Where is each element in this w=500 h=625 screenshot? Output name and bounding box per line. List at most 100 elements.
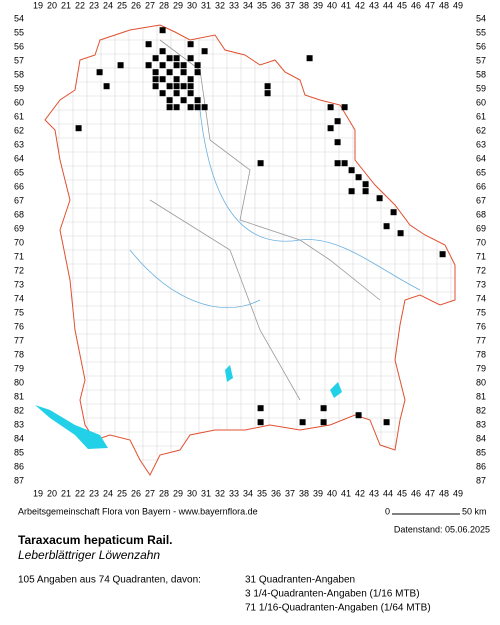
column-label: 32 bbox=[215, 0, 225, 10]
record-square bbox=[159, 27, 166, 34]
column-label: 26 bbox=[131, 0, 141, 10]
column-label: 33 bbox=[229, 0, 239, 10]
column-label: 47 bbox=[425, 0, 435, 10]
column-label: 24 bbox=[103, 0, 113, 10]
column-label: 19 bbox=[33, 0, 43, 10]
row-label: 74 bbox=[14, 293, 24, 303]
record-square bbox=[75, 125, 82, 132]
lake bbox=[35, 405, 108, 449]
record-square bbox=[194, 69, 201, 76]
column-label: 39 bbox=[313, 0, 323, 10]
row-label: 56 bbox=[476, 41, 486, 51]
row-label: 68 bbox=[14, 209, 24, 219]
common-name: Leberblättriger Löwenzahn bbox=[18, 548, 160, 562]
column-label: 42 bbox=[355, 488, 365, 498]
record-square bbox=[180, 83, 187, 90]
column-label: 36 bbox=[271, 488, 281, 498]
column-label: 31 bbox=[201, 0, 211, 10]
record-square bbox=[355, 174, 362, 181]
summary-total: 105 Angaben aus 74 Quadranten, davon: bbox=[18, 575, 201, 586]
record-square bbox=[194, 62, 201, 69]
row-label: 87 bbox=[14, 475, 24, 485]
row-label: 68 bbox=[476, 209, 486, 219]
column-label: 33 bbox=[229, 488, 239, 498]
row-label: 69 bbox=[476, 223, 486, 233]
column-label: 23 bbox=[89, 488, 99, 498]
record-square bbox=[180, 97, 187, 104]
date: Datenstand: 05.06.2025 bbox=[394, 524, 490, 534]
lake bbox=[330, 382, 342, 398]
record-square bbox=[173, 62, 180, 69]
row-label: 62 bbox=[14, 125, 24, 135]
column-label: 42 bbox=[355, 0, 365, 10]
column-label: 34 bbox=[243, 0, 253, 10]
column-label: 44 bbox=[383, 0, 393, 10]
scale-end: 50 km bbox=[462, 506, 487, 516]
record-square bbox=[257, 419, 264, 426]
record-square bbox=[306, 55, 313, 62]
column-label: 22 bbox=[75, 0, 85, 10]
record-square bbox=[383, 419, 390, 426]
record-square bbox=[257, 405, 264, 412]
column-label: 37 bbox=[285, 0, 295, 10]
column-label: 38 bbox=[299, 488, 309, 498]
record-square bbox=[341, 104, 348, 111]
record-square bbox=[334, 118, 341, 125]
summary-line: 71 1/16-Quadranten-Angaben (1/64 MTB) bbox=[245, 603, 431, 614]
record-square bbox=[194, 104, 201, 111]
row-label: 70 bbox=[14, 237, 24, 247]
state-border bbox=[44, 24, 456, 476]
record-square bbox=[439, 251, 446, 258]
row-label: 54 bbox=[476, 13, 486, 23]
column-label: 27 bbox=[145, 488, 155, 498]
row-label: 64 bbox=[14, 153, 24, 163]
column-label: 32 bbox=[215, 488, 225, 498]
column-label: 41 bbox=[341, 488, 351, 498]
record-square bbox=[173, 83, 180, 90]
row-label: 58 bbox=[476, 69, 486, 79]
record-square bbox=[348, 188, 355, 195]
row-label: 70 bbox=[476, 237, 486, 247]
credit: Arbeitsgemeinschaft Flora von Bayern - w… bbox=[18, 506, 258, 516]
record-square bbox=[152, 69, 159, 76]
record-square bbox=[166, 104, 173, 111]
row-label: 55 bbox=[14, 27, 24, 37]
column-label: 46 bbox=[411, 488, 421, 498]
record-square bbox=[397, 230, 404, 237]
row-label: 59 bbox=[476, 83, 486, 93]
column-label: 19 bbox=[33, 488, 43, 498]
row-label: 67 bbox=[476, 195, 486, 205]
column-label: 25 bbox=[117, 0, 127, 10]
row-label: 84 bbox=[14, 433, 24, 443]
row-label: 75 bbox=[14, 307, 24, 317]
row-label: 56 bbox=[14, 41, 24, 51]
column-label: 21 bbox=[61, 0, 71, 10]
row-label: 73 bbox=[476, 279, 486, 289]
record-square bbox=[187, 55, 194, 62]
column-label: 20 bbox=[47, 0, 57, 10]
column-label: 44 bbox=[383, 488, 393, 498]
row-label: 78 bbox=[14, 349, 24, 359]
row-label: 64 bbox=[476, 153, 486, 163]
column-label: 46 bbox=[411, 0, 421, 10]
row-label: 57 bbox=[476, 55, 486, 65]
record-square bbox=[320, 419, 327, 426]
record-square bbox=[257, 160, 264, 167]
row-label: 79 bbox=[14, 363, 24, 373]
record-square bbox=[152, 83, 159, 90]
row-label: 57 bbox=[14, 55, 24, 65]
row-label: 61 bbox=[476, 111, 486, 121]
record-square bbox=[173, 104, 180, 111]
record-square bbox=[201, 104, 208, 111]
record-square bbox=[334, 139, 341, 146]
row-label: 80 bbox=[476, 377, 486, 387]
record-square bbox=[187, 83, 194, 90]
record-square bbox=[362, 181, 369, 188]
column-label: 20 bbox=[47, 488, 57, 498]
row-label: 71 bbox=[14, 251, 24, 261]
column-label: 41 bbox=[341, 0, 351, 10]
column-label: 49 bbox=[453, 0, 463, 10]
row-label: 83 bbox=[476, 419, 486, 429]
record-square bbox=[117, 62, 124, 69]
row-label: 80 bbox=[14, 377, 24, 387]
